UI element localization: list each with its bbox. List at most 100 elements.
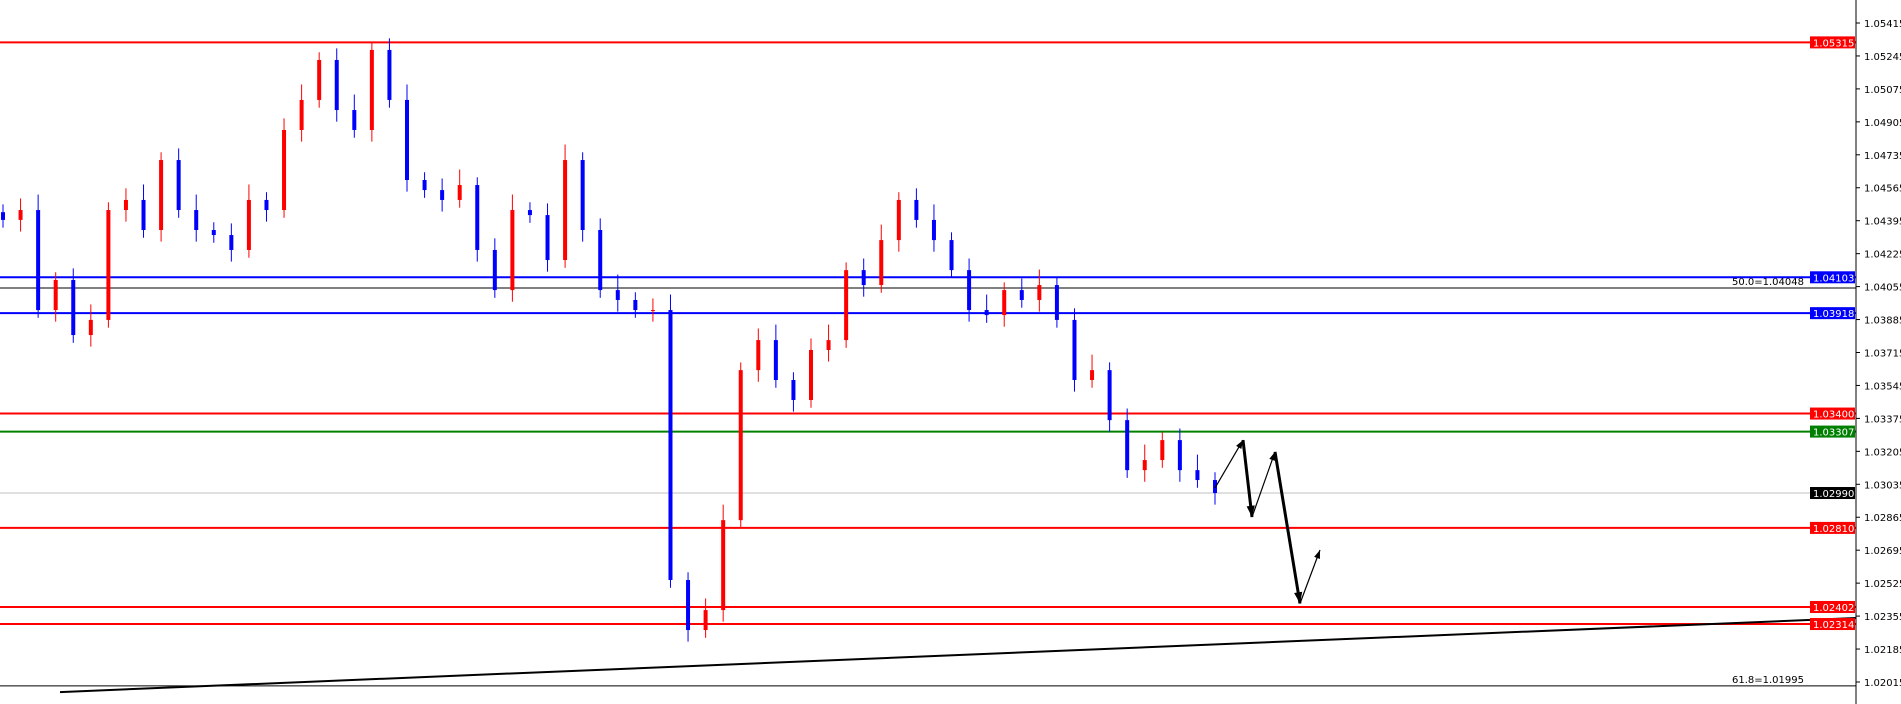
candle-body (967, 270, 972, 311)
candle-body (1213, 480, 1217, 494)
candle-body (686, 580, 691, 631)
candle (352, 94, 357, 138)
y-tick-label: 1.04055 (1864, 283, 1901, 294)
candle-body (492, 249, 497, 291)
candle-body (1142, 460, 1147, 471)
candle (106, 202, 111, 328)
candle-body (176, 160, 181, 211)
candle (1, 204, 5, 228)
candle (1142, 444, 1147, 482)
candle (650, 298, 655, 322)
candle-body (88, 319, 93, 336)
candle-body (773, 340, 778, 381)
candle (369, 42, 374, 142)
candle (1019, 278, 1024, 308)
candle (299, 84, 304, 142)
level-price-label-bg (1810, 36, 1855, 49)
y-tick-label: 1.02865 (1864, 513, 1901, 524)
candle-body (633, 299, 638, 311)
candle-body (194, 210, 199, 230)
candle (422, 172, 427, 198)
y-tick-label: 1.02695 (1864, 546, 1901, 557)
candle (264, 192, 269, 222)
candle (615, 274, 620, 312)
candle-body (703, 610, 708, 631)
candle-body (229, 235, 234, 250)
candle-body (317, 60, 322, 100)
y-tick-label: 1.02525 (1864, 579, 1901, 590)
candle (756, 328, 761, 382)
level-price-label: 1.02810 (1813, 524, 1854, 535)
candle-body (457, 185, 462, 200)
y-tick-label: 1.04565 (1864, 184, 1901, 195)
candle-body (615, 290, 620, 300)
candle-body (527, 210, 532, 216)
y-tick-label: 1.03035 (1864, 480, 1901, 491)
candle-body (123, 199, 128, 211)
candle (791, 372, 796, 412)
level-price-label-bg (1810, 521, 1855, 534)
candles (1, 38, 1217, 642)
y-tick-label: 1.03375 (1864, 414, 1901, 425)
candle (967, 258, 972, 322)
candle-body (1160, 440, 1165, 461)
candle-body (861, 270, 866, 286)
candle (879, 224, 884, 293)
candle-body (809, 349, 813, 400)
price-axis[interactable]: 1.05415 1.05245 1.05075 1.04905 1.04735 1.045… (1810, 0, 1901, 704)
candle-body (53, 280, 58, 311)
candle-body (299, 99, 304, 130)
fibonacci-label: 50.0=1.04048 (1732, 277, 1804, 288)
candle (334, 48, 339, 122)
y-tick-label: 1.03205 (1864, 447, 1901, 458)
level-price-label: 1.02402 (1813, 603, 1854, 614)
projection-arrow-segment (1214, 439, 1244, 489)
candle (527, 202, 532, 223)
fibonacci-label: 61.8=1.01995 (1732, 675, 1804, 686)
candle-body (1107, 370, 1112, 421)
candle (844, 262, 849, 348)
candle-body (36, 210, 41, 311)
candle-body (1125, 420, 1130, 471)
candle (88, 304, 93, 347)
candle-body (71, 280, 76, 336)
y-tick-label: 1.05415 (1864, 19, 1901, 30)
candle (949, 232, 954, 278)
y-tick-label: 1.03545 (1864, 381, 1901, 392)
arrowhead-icon (1294, 591, 1303, 604)
y-tick-label: 1.02355 (1864, 612, 1901, 623)
projection-arrow-segment (1251, 451, 1276, 518)
candle-body (1, 212, 5, 220)
candle-body (264, 199, 269, 211)
candle (317, 52, 322, 108)
candle-body (668, 310, 673, 581)
candle-body (422, 179, 427, 191)
arrowhead-icon (1236, 440, 1243, 449)
candle (405, 84, 409, 192)
candle (914, 188, 919, 228)
candle (773, 324, 778, 388)
level-price-label-bg (1810, 425, 1855, 438)
candle (492, 238, 497, 298)
candle (1177, 428, 1182, 482)
candle-body (949, 240, 954, 271)
candle (1160, 432, 1165, 468)
candle-body (914, 199, 919, 220)
candle-body (246, 199, 251, 250)
candle-body (405, 99, 409, 180)
candle-body (580, 160, 585, 230)
y-tick-label: 1.03885 (1864, 316, 1901, 327)
candle (1195, 454, 1200, 488)
candle-body (106, 210, 111, 320)
candle (984, 294, 989, 323)
current-price-label: 1.02990 (1813, 489, 1854, 500)
candle-body (1002, 290, 1007, 316)
candle (545, 203, 550, 272)
candle-body (475, 185, 480, 250)
candle (896, 192, 901, 252)
candle (71, 268, 76, 343)
candle-body (563, 160, 568, 261)
arrowhead-icon (1314, 549, 1320, 559)
y-tick-label: 1.04905 (1864, 118, 1901, 129)
